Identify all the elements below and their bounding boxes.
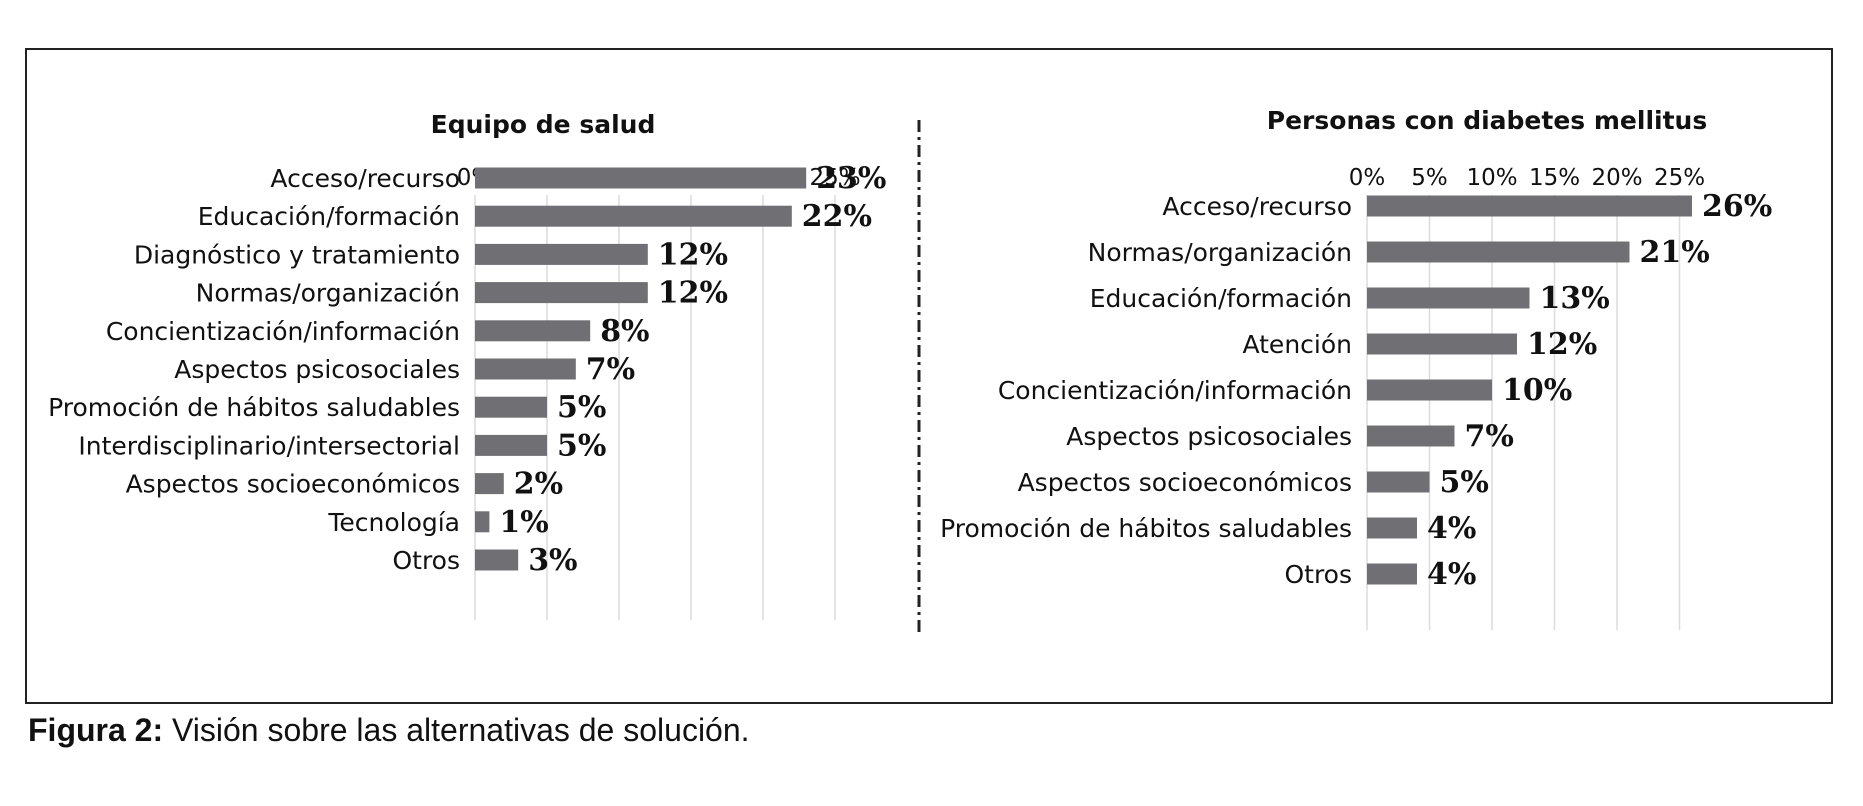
charts-canvas: Equipo de salud 0% 5% 10% 15% 20% 25% Acceso/re… bbox=[48, 106, 1772, 635]
category-label: Normas/organización bbox=[196, 279, 460, 308]
chart-equipo-de-salud: Equipo de salud0%5%10%15%20%25%Acceso/re… bbox=[48, 110, 886, 620]
category-label: Atención bbox=[1242, 330, 1352, 359]
chart-title: Equipo de salud bbox=[431, 110, 656, 139]
category-label: Concientización/información bbox=[106, 317, 460, 346]
bar bbox=[475, 434, 547, 456]
tick-label: 25% bbox=[1654, 165, 1705, 191]
data-label: 10% bbox=[1502, 373, 1572, 408]
data-label: 22% bbox=[802, 199, 872, 234]
bar bbox=[475, 358, 576, 380]
data-label: 5% bbox=[1440, 465, 1489, 500]
bar bbox=[1367, 379, 1492, 401]
bar bbox=[1367, 517, 1417, 539]
tick-label: 15% bbox=[1529, 165, 1580, 191]
bar bbox=[475, 511, 490, 533]
figure-frame: Equipo de salud 0% 5% 10% 15% 20% 25% Acceso/re… bbox=[25, 48, 1833, 704]
bar bbox=[1367, 287, 1530, 309]
data-label: 8% bbox=[600, 314, 649, 349]
bar bbox=[1367, 425, 1455, 447]
category-label: Aspectos psicosociales bbox=[1066, 422, 1352, 451]
tick-label: 20% bbox=[1591, 165, 1642, 191]
bar bbox=[475, 320, 591, 342]
bar bbox=[475, 243, 648, 265]
category-label: Otros bbox=[392, 546, 460, 575]
data-label: 5% bbox=[557, 428, 606, 463]
category-label: Tecnología bbox=[327, 508, 460, 537]
category-label: Diagnóstico y tratamiento bbox=[134, 240, 460, 269]
bar bbox=[475, 473, 504, 495]
category-label: Concientización/información bbox=[998, 376, 1352, 405]
caption-label: Figura 2: bbox=[28, 712, 164, 748]
chart-title: Personas con diabetes mellitus bbox=[1267, 106, 1707, 135]
bar bbox=[475, 549, 519, 571]
figure-caption: Figura 2: Visión sobre las alternativas … bbox=[28, 712, 750, 749]
tick-label: 0% bbox=[1349, 165, 1386, 191]
category-label: Aspectos psicosociales bbox=[174, 355, 460, 384]
data-label: 7% bbox=[586, 352, 635, 387]
data-label: 4% bbox=[1427, 557, 1476, 592]
data-label: 12% bbox=[658, 276, 728, 311]
bar bbox=[475, 282, 648, 304]
category-label: Aspectos socioeconómicos bbox=[1018, 468, 1352, 497]
bar bbox=[475, 167, 807, 189]
tick-label: 10% bbox=[1466, 165, 1517, 191]
data-label: 4% bbox=[1427, 511, 1476, 546]
bar bbox=[475, 205, 792, 227]
category-label: Normas/organización bbox=[1088, 238, 1352, 267]
data-label: 2% bbox=[514, 467, 563, 502]
data-label: 3% bbox=[528, 543, 577, 578]
category-label: Promoción de hábitos saludables bbox=[48, 393, 460, 422]
data-label: 12% bbox=[1527, 327, 1597, 362]
bar bbox=[1367, 241, 1630, 263]
bar bbox=[475, 396, 547, 418]
bar bbox=[1367, 563, 1417, 585]
data-label: 21% bbox=[1640, 235, 1710, 270]
data-label: 7% bbox=[1465, 419, 1514, 454]
data-label: 13% bbox=[1540, 281, 1610, 316]
bar bbox=[1367, 471, 1430, 493]
data-label: 23% bbox=[816, 161, 886, 196]
data-label: 1% bbox=[499, 505, 548, 540]
bar bbox=[1367, 195, 1692, 217]
category-label: Acceso/recurso bbox=[270, 164, 460, 193]
bar bbox=[1367, 333, 1517, 355]
category-label: Educación/formación bbox=[198, 202, 460, 231]
category-label: Educación/formación bbox=[1090, 284, 1352, 313]
data-label: 5% bbox=[557, 390, 606, 425]
caption-text: Visión sobre las alternativas de solució… bbox=[172, 712, 750, 748]
chart-personas-con-diabetes: Personas con diabetes mellitus 0% 5% 10% 15%… bbox=[940, 106, 1772, 630]
category-label: Otros bbox=[1284, 560, 1352, 589]
tick-label: 5% bbox=[1411, 165, 1448, 191]
category-label: Interdisciplinario/intersectorial bbox=[78, 431, 460, 460]
data-label: 26% bbox=[1702, 189, 1772, 224]
data-label: 12% bbox=[658, 237, 728, 272]
category-label: Acceso/recurso bbox=[1162, 192, 1352, 221]
category-label: Promoción de hábitos saludables bbox=[940, 514, 1352, 543]
tick-label: 25% bbox=[809, 165, 860, 191]
category-label: Aspectos socioeconómicos bbox=[126, 470, 460, 499]
